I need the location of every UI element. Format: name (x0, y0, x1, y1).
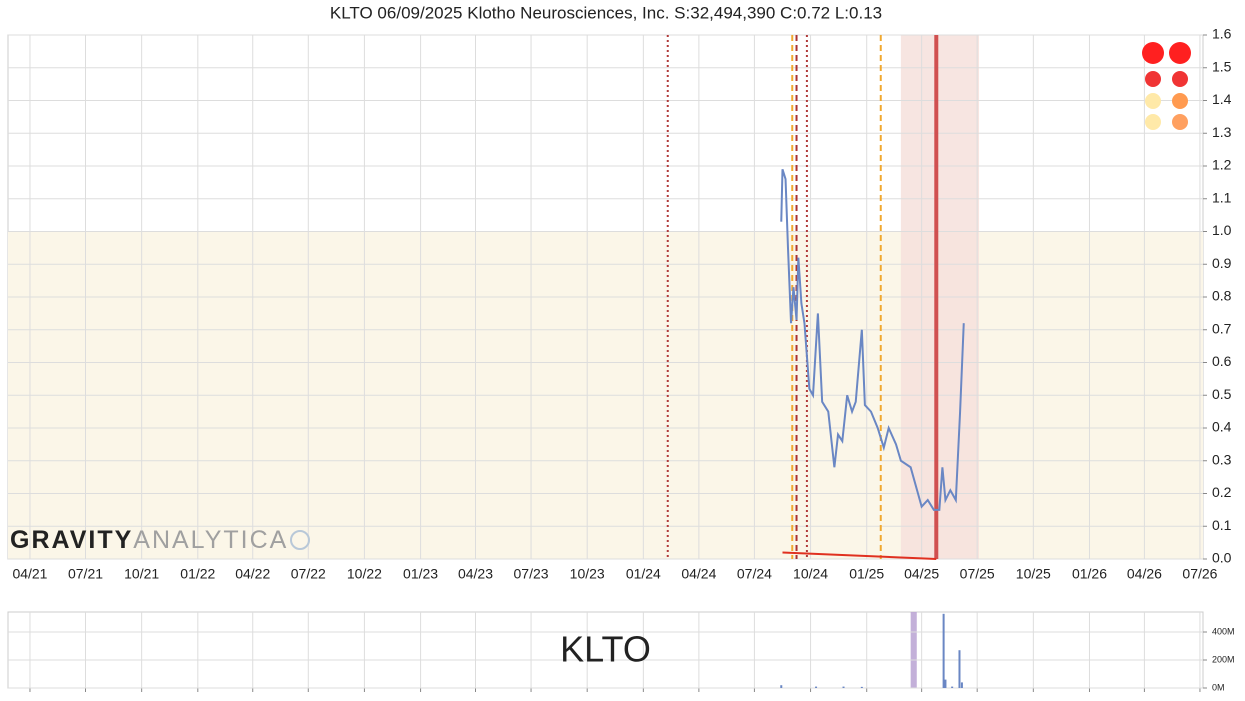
logo-light: ANALYTICA (133, 526, 288, 554)
price-line (780, 168, 965, 511)
x-tick-label: 04/25 (904, 566, 939, 582)
signal-dot (1145, 114, 1161, 130)
x-tick-label: 10/21 (124, 566, 159, 582)
y-tick-label: 1.3 (1212, 124, 1232, 140)
y-tick-label: 0.2 (1212, 484, 1232, 500)
x-tick-label: 04/23 (458, 566, 493, 582)
x-tick-label: 01/24 (626, 566, 661, 582)
volume-bar (860, 686, 863, 688)
signal-dot (1172, 71, 1188, 87)
x-tick-label: 07/22 (291, 566, 326, 582)
volume-bar (815, 686, 818, 688)
signal-dot (1172, 114, 1188, 130)
signal-dot (1172, 93, 1188, 109)
x-tick-label: 04/24 (681, 566, 716, 582)
x-tick-label: 01/25 (849, 566, 884, 582)
shaded-period (910, 612, 917, 688)
x-tick-label: 07/23 (514, 566, 549, 582)
y-tick-label: 0.8 (1212, 288, 1232, 304)
x-tick-label: 10/23 (570, 566, 605, 582)
volume-bar (942, 613, 945, 688)
y-tick-label: 0.4 (1212, 419, 1232, 435)
signal-dot (1142, 42, 1164, 64)
y-tick-label: 1.2 (1212, 157, 1232, 173)
y-tick-label: 1.4 (1212, 91, 1232, 107)
y-tick-label: 0.0 (1212, 550, 1232, 566)
logo-icon (290, 530, 310, 550)
x-tick-label: 01/23 (403, 566, 438, 582)
logo-bold: GRAVITY (10, 526, 133, 554)
x-tick-label: 04/22 (235, 566, 270, 582)
y-tick-label: 1.1 (1212, 189, 1232, 205)
x-tick-label: 04/21 (12, 566, 47, 582)
trend-line (782, 551, 937, 560)
plot-area (7, 611, 1204, 689)
y-tick-label: 0M (1212, 682, 1225, 692)
logo: GRAVITYANALYTICA (10, 526, 288, 554)
x-tick-label: 10/24 (793, 566, 828, 582)
y-tick-label: 400M (1212, 626, 1235, 636)
x-tick-label: 07/24 (737, 566, 772, 582)
x-tick-label: 07/21 (68, 566, 103, 582)
y-tick-label: 1.5 (1212, 58, 1232, 74)
y-tick-label: 1.0 (1212, 222, 1232, 238)
x-tick-label: 07/26 (1182, 566, 1217, 582)
y-tick-label: 1.6 (1212, 26, 1232, 42)
y-tick-label: 200M (1212, 654, 1235, 664)
volume-bar (960, 682, 963, 688)
y-tick-label: 0.9 (1212, 255, 1232, 271)
x-tick-label: 10/22 (347, 566, 382, 582)
y-tick-label: 0.1 (1212, 517, 1232, 533)
x-tick-label: 01/26 (1072, 566, 1107, 582)
x-tick-label: 01/22 (180, 566, 215, 582)
signal-dot (1145, 71, 1161, 87)
volume-bar (958, 650, 961, 688)
volume-bar (944, 679, 947, 688)
x-tick-label: 07/25 (960, 566, 995, 582)
y-tick-label: 0.3 (1212, 451, 1232, 467)
signal-dot (1169, 42, 1191, 64)
signal-dot (1145, 93, 1161, 109)
y-tick-label: 0.7 (1212, 320, 1232, 336)
volume-bar (951, 686, 954, 688)
x-tick-label: 04/26 (1127, 566, 1162, 582)
y-tick-label: 0.6 (1212, 353, 1232, 369)
chart-title: KLTO 06/09/2025 Klotho Neurosciences, In… (330, 3, 882, 22)
volume-bar (842, 686, 845, 688)
volume-bar (780, 685, 783, 688)
x-tick-label: 10/25 (1016, 566, 1051, 582)
watermark: KLTO (560, 629, 651, 670)
y-tick-label: 0.5 (1212, 386, 1232, 402)
